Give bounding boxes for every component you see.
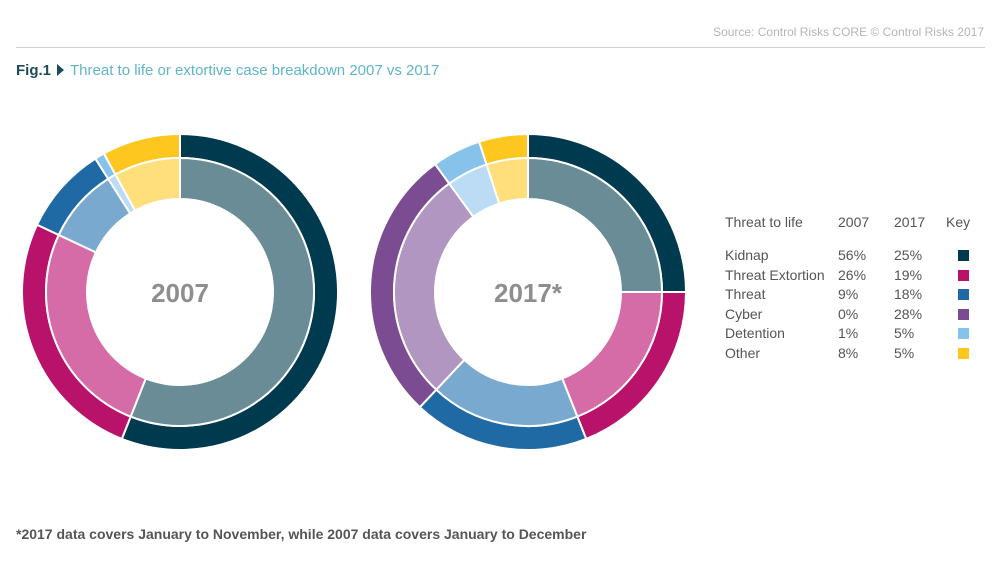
legend-value-2007: 1% [838,325,859,342]
donut-center-label: 2017* [494,278,563,308]
footnote: *2017 data covers January to November, w… [16,526,587,542]
legend-header-2007: 2007 [838,214,870,230]
triangle-right-icon [57,64,65,76]
legend-category-name: Threat Extortion [725,266,825,283]
legend-swatch [958,308,969,320]
legend-swatch [958,269,969,281]
slice-2017-kidnap-inner [527,157,663,293]
legend-key-cell [946,285,976,305]
legend-value-2017: 25% [894,247,923,263]
legend-swatch [958,289,969,301]
legend-swatch [958,250,969,261]
legend-key-cell [946,324,976,344]
legend-header-category: Threat to life [725,214,803,230]
legend-value-2017: 28% [894,305,923,322]
legend-row: Threat Extortion 26% 19% [725,266,976,286]
legend-category-name: Kidnap [725,247,769,263]
legend-value-2017: 5% [894,325,915,342]
legend-value-2007: 8% [838,344,859,361]
legend-value-2007: 9% [838,286,859,303]
legend-value-2017: 5% [894,344,915,361]
header-divider [16,47,985,48]
legend-key-cell [946,305,976,325]
slice-2007-other-inner [114,157,181,212]
legend-header-2017: 2017 [894,214,926,230]
slice-2017-other-inner [485,157,529,205]
legend-swatch [958,347,969,359]
legend-header-key: Key [946,214,971,230]
legend-header-row: Threat to life 2007 2017 Key [725,212,976,246]
legend-category-name: Threat [725,286,766,303]
legend-value-2017: 18% [894,286,923,303]
donut-chart-2017: 2017* [369,133,687,451]
legend-swatch [958,328,969,340]
legend-key-cell [946,266,976,286]
legend-key-cell [946,344,976,364]
legend-value-2017: 19% [894,266,923,283]
legend-category-name: Cyber [725,305,763,322]
legend-value-2007: 0% [838,305,859,322]
legend-row: Other 8% 5% [725,344,976,364]
slice-2007-kidnap-inner [129,157,315,427]
figure-label: Fig.1 [16,62,52,79]
figure-heading: Fig.1 Threat to life or extortive case br… [16,62,439,79]
legend-category-name: Detention [725,325,785,342]
legend-value-2007: 26% [838,266,867,283]
donut-center-label: 2007 [151,278,209,308]
legend-value-2007: 56% [838,247,867,263]
legend-category-name: Other [725,344,761,361]
source-note: Source: Control Risks CORE © Control Ris… [713,25,984,39]
legend-row: Detention 1% 5% [725,324,976,344]
legend-row: Kidnap 56% 25% [725,246,976,266]
donut-chart-2007: 2007 [21,133,340,451]
legend-table: Threat to life 2007 2017 Key Kidnap 56% 25… [725,212,976,364]
figure-title: Threat to life or extortive case breakdo… [70,62,440,79]
legend-key-cell [946,246,976,266]
legend-row: Threat 9% 18% [725,285,976,305]
legend-row: Cyber 0% 28% [725,305,976,325]
